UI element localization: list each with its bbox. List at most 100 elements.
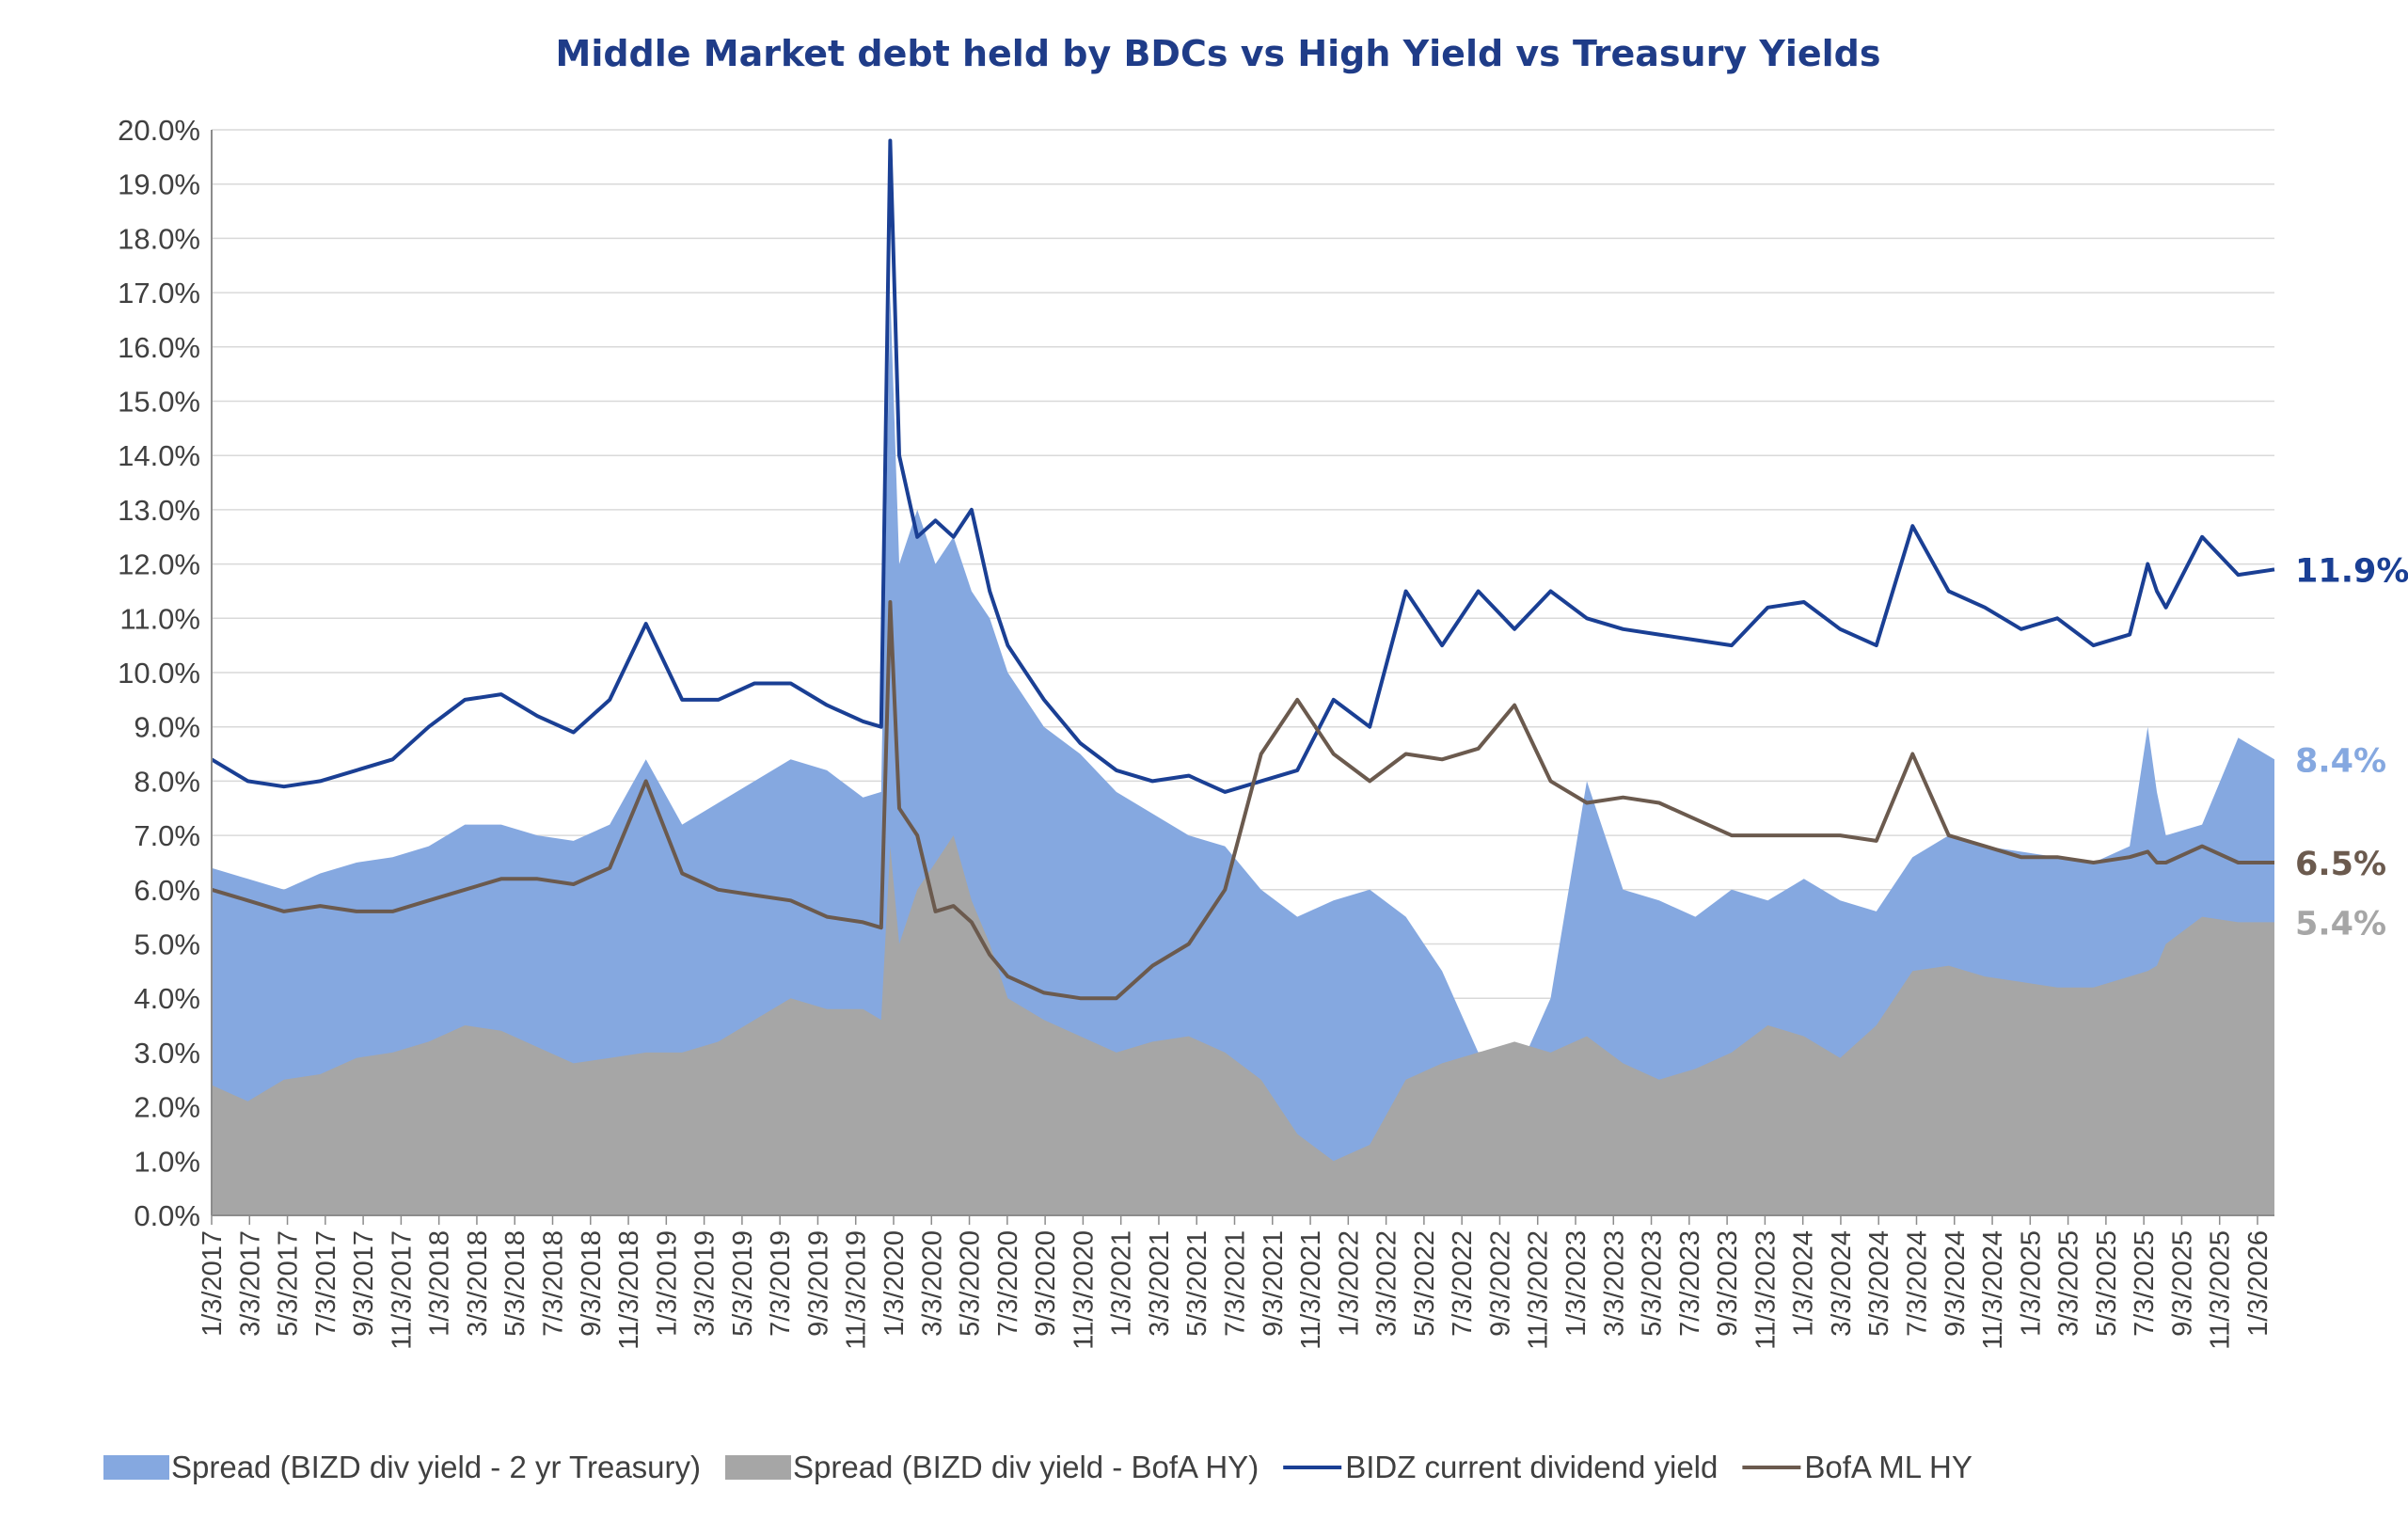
- x-tick-label: 7/3/2018: [539, 1230, 569, 1337]
- axis-layer: [211, 130, 2274, 1225]
- series-area: [212, 293, 2274, 1216]
- x-tick-label: 1/3/2024: [1789, 1230, 1819, 1337]
- x-tick-label: 7/3/2024: [1903, 1230, 1933, 1337]
- legend-label: BIDZ current dividend yield: [1345, 1450, 1718, 1484]
- y-tick-label: 10.0%: [118, 657, 200, 690]
- x-tick-label: 11/3/2017: [387, 1230, 417, 1350]
- x-tick-label: 11/3/2022: [1524, 1230, 1554, 1350]
- y-tick-label: 17.0%: [118, 277, 200, 309]
- series-line: [211, 600, 2274, 1001]
- y-tick-labels: 0.0% 1.0% 2.0% 3.0% 4.0% 5.0% 6.0% 7.0% 8.0% 9.0%…: [118, 114, 200, 1232]
- legend-swatch: [103, 1455, 169, 1480]
- x-tick-label: 1/3/2020: [879, 1230, 910, 1337]
- x-tick-label: 7/3/2021: [1221, 1230, 1251, 1337]
- x-tick-label: 9/3/2021: [1259, 1230, 1289, 1337]
- x-tick-label: 7/3/2023: [1675, 1230, 1705, 1337]
- y-tick-label: 16.0%: [118, 331, 200, 364]
- y-tick-label: 13.0%: [118, 494, 200, 527]
- legend-swatch: [725, 1455, 791, 1480]
- x-tick-label: 9/3/2025: [2167, 1230, 2197, 1337]
- legend-entry: Spread (BIZD div yield - BofA HY): [725, 1450, 1259, 1484]
- legend: Spread (BIZD div yield - 2 yr Treasury) S…: [103, 1450, 1972, 1484]
- series-line: [210, 138, 2275, 794]
- y-tick-label: 6.0%: [134, 874, 200, 907]
- series-area: [212, 835, 2274, 1215]
- x-tick-label: 3/3/2025: [2054, 1230, 2084, 1337]
- x-tick-label: 7/3/2017: [311, 1230, 341, 1337]
- y-tick-label: 5.0%: [134, 928, 200, 961]
- x-tick-label: 1/3/2019: [652, 1230, 682, 1337]
- x-tick-label: 3/3/2023: [1599, 1230, 1629, 1337]
- y-tick-label: 11.0%: [119, 602, 200, 635]
- y-tick-label: 0.0%: [134, 1199, 200, 1232]
- x-tick-label: 1/3/2017: [198, 1230, 228, 1337]
- x-tick-label: 1/3/2018: [425, 1230, 455, 1337]
- end-value-label: 11.9%: [2295, 552, 2408, 590]
- y-tick-label: 3.0%: [134, 1037, 200, 1070]
- line-layer: [210, 138, 2275, 1001]
- x-tick-label: 11/3/2024: [1978, 1230, 2008, 1350]
- x-tick-label: 3/3/2017: [235, 1230, 265, 1337]
- x-tick-label: 5/3/2019: [728, 1230, 758, 1337]
- x-tick-label: 3/3/2022: [1372, 1230, 1402, 1337]
- x-tick-label: 7/3/2025: [2130, 1230, 2160, 1337]
- x-tick-label: 5/3/2022: [1410, 1230, 1440, 1337]
- legend-label: Spread (BIZD div yield - BofA HY): [793, 1450, 1259, 1484]
- x-tick-label: 11/3/2021: [1296, 1230, 1326, 1350]
- x-tick-label: 5/3/2024: [1864, 1230, 1894, 1337]
- y-tick-label: 20.0%: [118, 114, 200, 147]
- end-value-label: 5.4%: [2295, 905, 2386, 943]
- x-tick-label: 7/3/2022: [1448, 1230, 1478, 1337]
- end-value-label: 8.4%: [2295, 742, 2386, 780]
- y-tick-label: 4.0%: [134, 982, 200, 1015]
- x-tick-label: 9/3/2020: [1031, 1230, 1061, 1337]
- x-tick-label: 1/3/2023: [1561, 1230, 1592, 1337]
- x-tick-label: 3/3/2024: [1827, 1230, 1857, 1337]
- y-tick-label: 7.0%: [134, 819, 200, 852]
- x-tick-label: 11/3/2019: [842, 1230, 872, 1350]
- y-tick-label: 18.0%: [118, 222, 200, 255]
- x-tick-label: 11/3/2023: [1751, 1230, 1781, 1350]
- legend-label: BofA ML HY: [1804, 1450, 1972, 1484]
- y-tick-label: 9.0%: [134, 711, 200, 744]
- y-tick-label: 19.0%: [118, 168, 200, 201]
- legend-entry: Spread (BIZD div yield - 2 yr Treasury): [103, 1450, 701, 1484]
- x-tick-label: 5/3/2021: [1182, 1230, 1212, 1337]
- x-tick-label: 3/3/2020: [917, 1230, 947, 1337]
- x-tick-label: 5/3/2025: [2092, 1230, 2122, 1337]
- y-tick-label: 15.0%: [118, 386, 200, 419]
- x-tick-label: 7/3/2020: [993, 1230, 1023, 1337]
- x-tick-label: 9/3/2024: [1941, 1230, 1971, 1337]
- legend-entry: BofA ML HY: [1742, 1450, 1972, 1484]
- x-tick-label: 1/3/2025: [2016, 1230, 2046, 1337]
- x-tick-label: 1/3/2026: [2243, 1230, 2273, 1337]
- y-tick-label: 14.0%: [118, 439, 200, 472]
- x-tick-label: 3/3/2021: [1145, 1230, 1175, 1337]
- x-tick-label: 9/3/2019: [803, 1230, 833, 1337]
- x-tick-label: 7/3/2019: [766, 1230, 796, 1337]
- end-value-label: 6.5%: [2295, 846, 2386, 883]
- y-tick-label: 12.0%: [118, 548, 200, 581]
- area-layer: [212, 293, 2274, 1216]
- x-tick-label: 11/3/2025: [2206, 1230, 2236, 1350]
- x-tick-label: 5/3/2017: [274, 1230, 304, 1337]
- x-tick-label: 9/3/2022: [1485, 1230, 1515, 1337]
- x-tick-label: 9/3/2017: [349, 1230, 379, 1337]
- x-tick-label: 5/3/2018: [500, 1230, 531, 1337]
- x-tick-label: 5/3/2020: [956, 1230, 986, 1337]
- legend-entry: BIDZ current dividend yield: [1283, 1450, 1718, 1484]
- x-tick-label: 1/3/2021: [1107, 1230, 1137, 1337]
- x-tick-labels: 1/3/2017 3/3/2017 5/3/2017 7/3/2017 9/3/2017…: [198, 1230, 2273, 1350]
- y-tick-label: 2.0%: [134, 1091, 200, 1124]
- x-tick-label: 9/3/2018: [577, 1230, 607, 1337]
- x-tick-label: 5/3/2023: [1638, 1230, 1668, 1337]
- end-labels: 11.9% 8.4% 6.5% 5.4%: [2295, 552, 2408, 943]
- y-tick-label: 1.0%: [134, 1145, 200, 1178]
- x-tick-label: 9/3/2023: [1713, 1230, 1743, 1337]
- x-tick-label: 11/3/2020: [1069, 1230, 1099, 1350]
- x-tick-label: 3/3/2019: [690, 1230, 721, 1337]
- x-tick-label: 11/3/2018: [614, 1230, 644, 1350]
- x-tick-label: 3/3/2018: [463, 1230, 493, 1337]
